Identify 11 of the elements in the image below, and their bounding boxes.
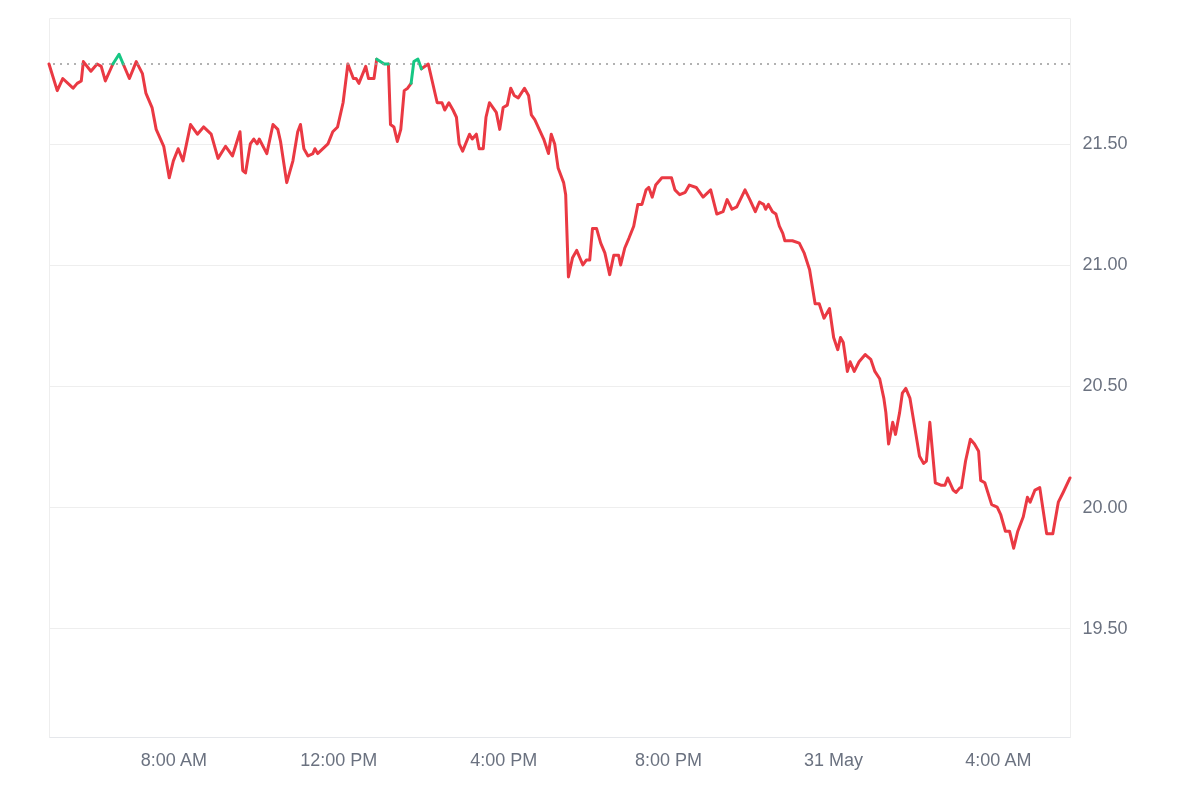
x-tick-label: 4:00 AM <box>965 749 1032 770</box>
x-tick-label: 4:00 PM <box>470 749 538 770</box>
y-tick-label: 20.50 <box>1082 375 1128 396</box>
x-tick-label: 12:00 PM <box>300 749 378 770</box>
y-tick-label: 19.50 <box>1082 617 1128 638</box>
y-tick-label: 21.00 <box>1082 254 1128 275</box>
x-tick-label: 31 May <box>803 749 863 770</box>
x-tick-label: 8:00 AM <box>140 749 207 770</box>
y-tick-label: 21.50 <box>1082 133 1128 154</box>
y-tick-label: 20.00 <box>1082 496 1128 517</box>
x-tick-label: 8:00 PM <box>635 749 703 770</box>
